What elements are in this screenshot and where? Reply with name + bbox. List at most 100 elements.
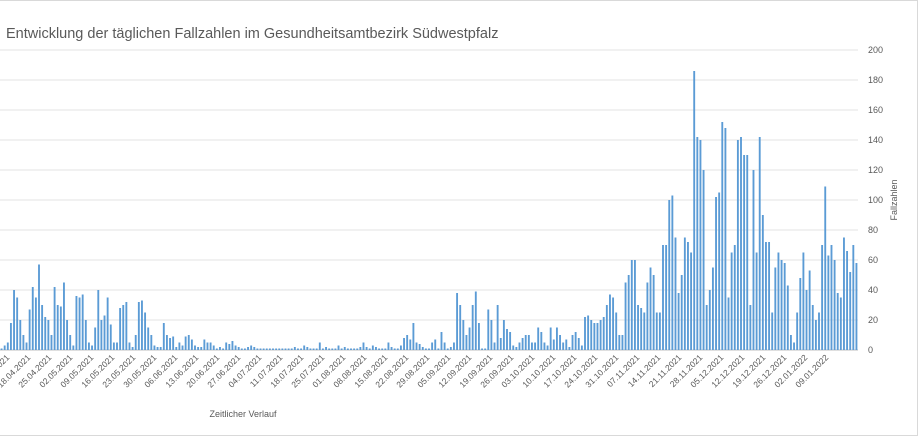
bar <box>590 320 593 350</box>
bar <box>22 335 25 350</box>
bar <box>56 305 59 350</box>
bar <box>833 260 836 350</box>
bar <box>836 293 839 350</box>
bar <box>696 137 699 350</box>
bar <box>793 342 795 350</box>
bar <box>368 348 371 350</box>
bar <box>153 345 156 350</box>
bar <box>162 323 165 350</box>
bar <box>786 285 789 350</box>
bar <box>481 348 483 350</box>
bar <box>97 290 100 350</box>
bar <box>789 335 792 350</box>
bar <box>63 282 65 350</box>
bar <box>278 348 281 350</box>
y-tick-label: 20 <box>868 315 878 325</box>
bar <box>462 320 465 350</box>
bar <box>690 252 693 350</box>
bar <box>215 348 218 350</box>
bar <box>415 342 418 350</box>
bar <box>761 215 764 350</box>
bar <box>418 344 421 350</box>
bar <box>687 242 689 350</box>
bar <box>346 348 349 350</box>
bar <box>565 339 568 350</box>
bar <box>306 347 309 350</box>
bar <box>777 252 780 350</box>
bar <box>331 348 334 350</box>
bar <box>421 347 424 350</box>
bar <box>502 320 505 350</box>
bar <box>531 342 533 350</box>
bar <box>231 341 234 350</box>
bar <box>736 140 739 350</box>
bar <box>343 347 346 350</box>
bar <box>91 345 93 350</box>
bar <box>250 345 253 350</box>
bar <box>337 345 340 350</box>
bar <box>752 170 755 350</box>
bar <box>643 312 646 350</box>
bar <box>640 308 643 350</box>
bar <box>521 338 524 350</box>
bar <box>41 305 44 350</box>
bar <box>609 294 611 350</box>
bar <box>225 342 228 350</box>
bar <box>184 336 187 350</box>
y-tick-label: 100 <box>868 195 883 205</box>
bar <box>818 312 820 350</box>
bar <box>758 137 761 350</box>
bar <box>593 323 596 350</box>
bar <box>846 251 849 350</box>
bar <box>318 342 321 350</box>
bar <box>253 347 256 350</box>
bar <box>624 282 627 350</box>
bar <box>159 347 162 350</box>
bar <box>281 348 284 350</box>
bar <box>175 347 178 350</box>
bar <box>378 348 381 350</box>
bar <box>524 335 527 350</box>
bar <box>434 339 437 350</box>
bar <box>559 335 561 350</box>
bar <box>50 335 53 350</box>
bar <box>549 327 552 350</box>
bar <box>240 348 243 350</box>
bar <box>683 237 686 350</box>
bar <box>265 348 268 350</box>
bar <box>774 267 777 350</box>
bar <box>715 197 717 350</box>
bar <box>272 348 274 350</box>
bar <box>584 317 586 350</box>
bar <box>275 348 278 350</box>
bar <box>630 260 633 350</box>
bar <box>605 305 608 350</box>
bar <box>633 260 636 350</box>
bar <box>190 339 193 350</box>
chart-title: Entwicklung der täglichen Fallzahlen im … <box>6 26 499 42</box>
bar <box>755 252 758 350</box>
bar <box>518 342 521 350</box>
bar <box>749 305 752 350</box>
bar <box>122 305 125 350</box>
bar <box>571 335 574 350</box>
bar <box>334 348 337 350</box>
y-tick-label: 120 <box>868 165 883 175</box>
bar <box>437 348 440 350</box>
bar <box>25 342 28 350</box>
bar <box>780 260 783 350</box>
bar <box>621 335 624 350</box>
bar <box>649 267 652 350</box>
bar <box>612 297 615 350</box>
bar <box>711 267 714 350</box>
bar <box>356 348 359 350</box>
bar <box>84 320 87 350</box>
bar <box>721 122 724 350</box>
bar <box>849 272 852 350</box>
bar <box>396 348 399 350</box>
bar <box>459 305 462 350</box>
bar <box>727 297 730 350</box>
bar <box>456 293 459 350</box>
bar <box>527 335 530 350</box>
bar <box>371 345 374 350</box>
